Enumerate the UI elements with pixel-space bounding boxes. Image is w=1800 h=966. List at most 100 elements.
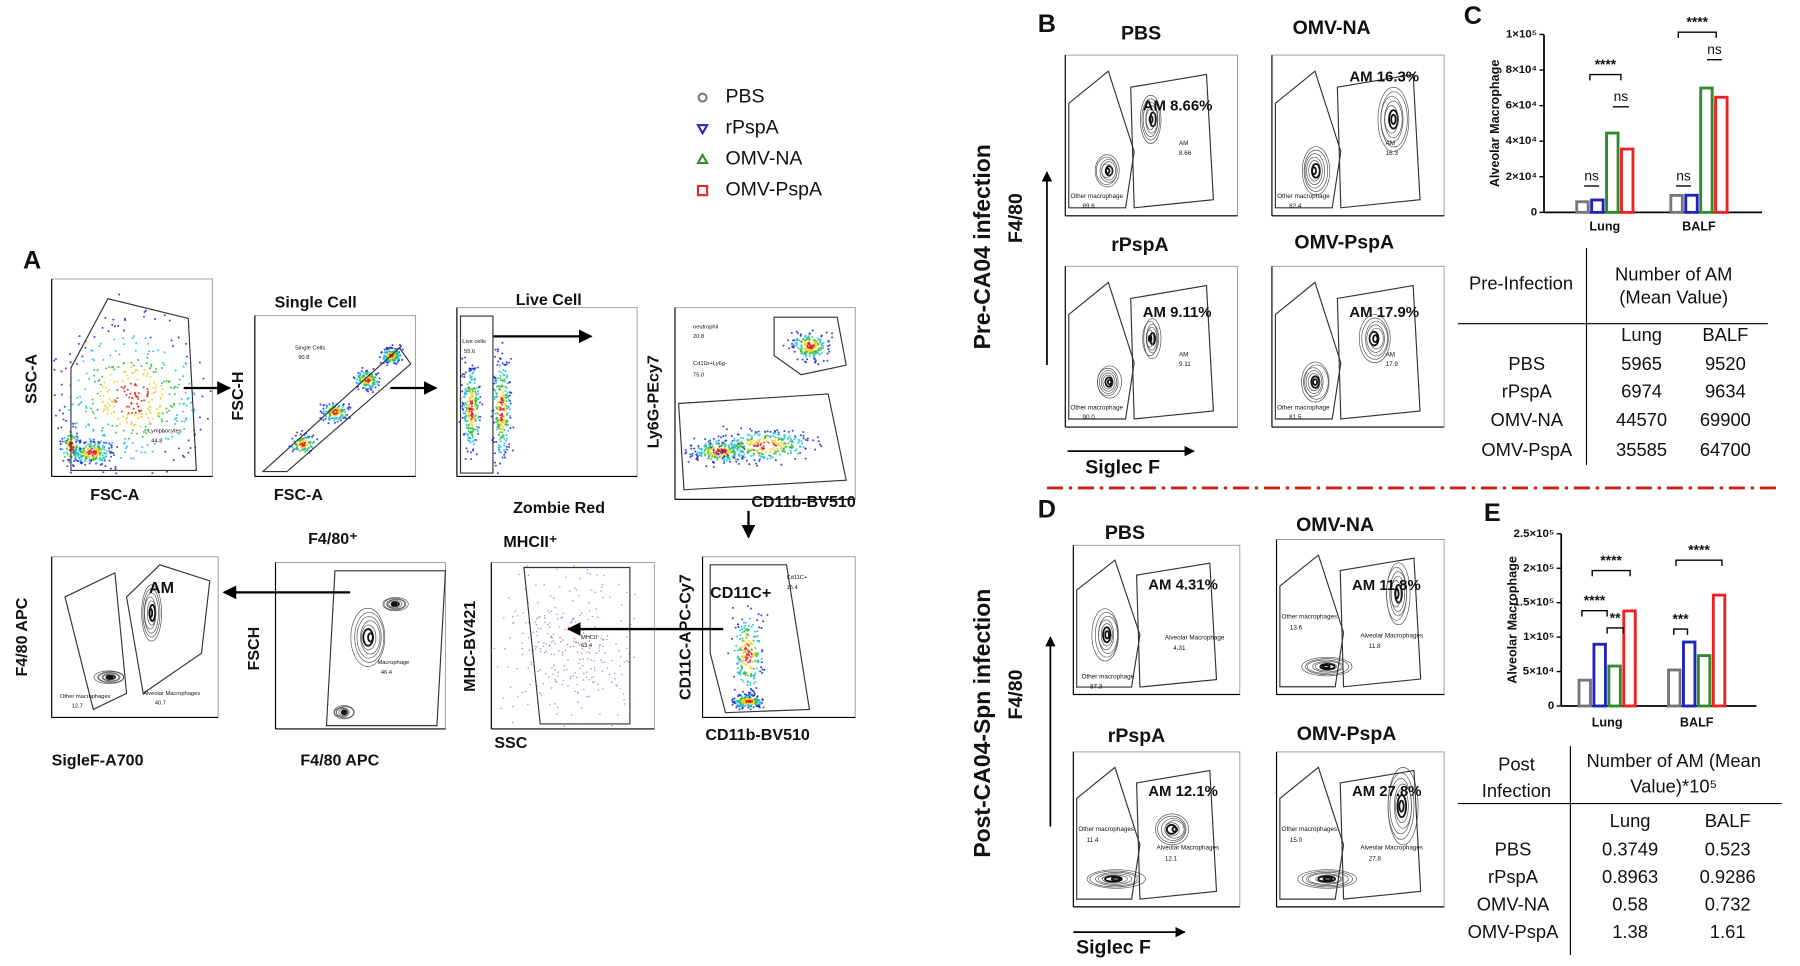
event-dot: [571, 600, 574, 602]
event-dot: [62, 451, 65, 455]
event-dot: [294, 448, 297, 451]
event-dot: [766, 457, 769, 460]
event-dot: [743, 626, 746, 629]
event-dot: [595, 608, 598, 610]
event-dot: [132, 407, 135, 410]
event-dot: [130, 457, 133, 460]
event-dot: [375, 373, 378, 376]
event-dot: [87, 451, 90, 454]
event-dot: [564, 649, 567, 652]
event-dot: [819, 338, 822, 341]
gate-label: 46.4: [381, 670, 393, 676]
event-dot: [161, 393, 164, 396]
event-dot: [761, 671, 764, 674]
event-dot: [503, 428, 506, 431]
event-dot: [158, 406, 161, 409]
y-axis-label: Alveolar Macrophage: [1505, 556, 1519, 684]
event-dot: [715, 440, 718, 443]
event-dot: [68, 460, 71, 463]
event-dot: [88, 445, 91, 448]
event-dot: [341, 409, 344, 412]
event-dot: [780, 441, 783, 445]
event-dot: [744, 624, 747, 627]
event-dot: [735, 706, 738, 709]
event-dot: [338, 408, 341, 411]
event-dot: [616, 714, 619, 716]
event-dot: [820, 343, 823, 346]
event-dot: [752, 689, 755, 692]
event-dot: [777, 442, 780, 445]
event-dot: [367, 378, 370, 381]
contour: [1368, 330, 1380, 347]
event-dot: [754, 647, 757, 650]
event-dot: [124, 451, 127, 454]
event-dot: [573, 640, 575, 643]
event-dot: [804, 353, 807, 357]
event-dot: [738, 659, 741, 662]
event-dot: [474, 419, 477, 422]
event-dot: [806, 348, 809, 351]
contour: [1145, 105, 1158, 134]
event-dot: [754, 672, 757, 675]
event-dot: [804, 351, 807, 354]
event-dot: [101, 400, 105, 403]
event-dot: [91, 349, 94, 352]
event-dot: [498, 438, 501, 441]
event-dot: [370, 375, 373, 378]
event-dot: [752, 454, 755, 457]
event-dot: [756, 702, 759, 706]
contour: [1307, 373, 1321, 391]
event-dot: [761, 453, 764, 456]
event-dot: [756, 464, 759, 467]
event-dot: [154, 386, 157, 390]
event-dot: [789, 449, 792, 452]
event-dot: [135, 449, 138, 452]
contour: [1157, 815, 1187, 844]
event-dot: [806, 358, 809, 361]
event-dot: [739, 704, 742, 707]
event-dot: [472, 407, 475, 410]
gate: [125, 564, 211, 695]
event-dot: [756, 432, 759, 435]
event-dot: [300, 448, 303, 451]
event-dot: [499, 414, 502, 417]
event-dot: [501, 397, 504, 400]
table-header: Post: [1498, 754, 1535, 775]
event-dot: [720, 452, 723, 455]
event-dot: [503, 442, 506, 445]
event-dot: [115, 472, 118, 475]
event-dot: [573, 637, 576, 640]
event-dot: [552, 673, 554, 676]
event-dot: [559, 585, 561, 588]
event-dot: [736, 703, 739, 707]
event-dot: [499, 379, 503, 382]
event-dot: [790, 332, 793, 335]
event-dot: [550, 610, 553, 613]
legend-label: PBS: [726, 86, 765, 108]
contour: [1149, 111, 1157, 128]
event-dot: [763, 456, 766, 459]
event-dot: [94, 443, 97, 446]
event-dot: [367, 380, 370, 383]
event-dot: [505, 445, 508, 449]
table-cell: OMV-PspA: [1481, 439, 1573, 460]
event-dot: [783, 442, 786, 445]
event-dot: [743, 453, 746, 456]
event-dot: [703, 449, 706, 452]
gate: [1130, 73, 1214, 209]
event-dot: [79, 395, 82, 398]
event-dot: [712, 461, 715, 464]
event-dot: [104, 316, 107, 319]
event-dot: [175, 419, 178, 422]
event-dot: [319, 403, 322, 406]
event-dot: [84, 450, 87, 453]
event-dot: [536, 634, 539, 637]
contour: [354, 612, 385, 663]
event-dot: [136, 432, 139, 435]
event-dot: [490, 415, 493, 418]
event-dot: [582, 632, 585, 634]
event-dot: [306, 435, 309, 438]
event-dot: [718, 445, 721, 448]
event-dot: [168, 319, 171, 322]
